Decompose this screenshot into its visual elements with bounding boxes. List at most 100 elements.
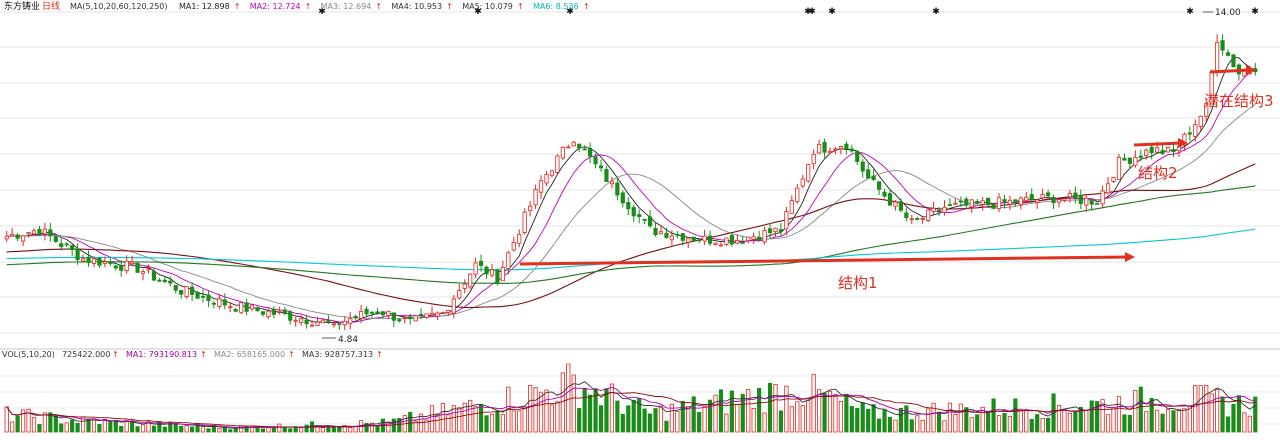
volume-bar: [735, 404, 740, 433]
volume-bar: [538, 391, 544, 433]
volume-bar: [468, 399, 473, 433]
candle-body: [811, 154, 816, 165]
candle-body: [315, 321, 320, 326]
candle-body: [440, 311, 445, 314]
volume-bar: [91, 419, 97, 433]
volume-bar: [190, 426, 195, 433]
volume-bar: [511, 410, 516, 433]
volume-bar: [740, 393, 745, 433]
volume-bar: [1165, 408, 1171, 433]
candle-body: [833, 148, 838, 151]
candle-body: [762, 230, 767, 243]
volume-value-3: MA3: 928757.313: [302, 350, 373, 359]
candle-body: [451, 298, 456, 314]
candle-body: [37, 228, 42, 235]
candle-body: [1100, 190, 1105, 205]
volume-bar: [353, 425, 358, 433]
event-marker: ✱: [1186, 7, 1194, 17]
structure2-label: 结构2: [1138, 164, 1178, 182]
candle-body: [146, 268, 151, 271]
candle-body: [478, 260, 484, 266]
volume-bar: [326, 426, 331, 433]
candle-body: [680, 233, 685, 241]
low-price-label: 4.84: [338, 335, 358, 345]
candle-body: [1220, 40, 1225, 51]
candle-body: [555, 155, 560, 173]
volume-bar: [1062, 408, 1067, 433]
volume-bar: [1122, 414, 1127, 433]
candle-body: [904, 212, 909, 219]
volume-bar: [1247, 415, 1252, 433]
candle-body: [969, 199, 974, 208]
volume-bar: [386, 421, 391, 433]
candle-body: [724, 237, 729, 245]
volume-bar: [1007, 415, 1013, 433]
candle-body: [59, 243, 64, 247]
volume-bar: [658, 405, 664, 433]
structure3-label: 潜在结构3: [1204, 92, 1274, 110]
candle-body: [1040, 194, 1045, 199]
volume-bar: [996, 415, 1002, 433]
ma-value-3: MA3: 12.694: [321, 2, 372, 11]
volume-bar: [751, 408, 756, 433]
candle-body: [397, 319, 402, 322]
volume-bar: [10, 421, 15, 433]
volume-bar: [244, 426, 249, 433]
volume-bar: [1046, 417, 1051, 433]
volume-bar: [642, 408, 647, 433]
ma-value-2: MA2: 12.724: [250, 2, 301, 11]
candle-body: [773, 227, 778, 232]
volume-bar: [697, 411, 702, 433]
candle-body: [299, 318, 304, 323]
volume-bar: [419, 413, 424, 433]
volume-bar: [1018, 408, 1023, 433]
volume-bar: [827, 390, 833, 433]
candle-body: [1111, 177, 1116, 182]
candle-body: [1084, 197, 1089, 206]
ma-trend-arrow: ↑: [446, 2, 453, 11]
candle-body: [1198, 116, 1203, 127]
volume-bar: [1040, 417, 1045, 433]
volume-bar: [549, 404, 555, 433]
volume-bar: [304, 424, 309, 433]
ma-line-ma1: [6, 56, 1256, 324]
volume-bar: [986, 412, 991, 433]
candle-body: [462, 283, 467, 289]
volume-ma-lines: [6, 381, 1256, 429]
volume-bar: [1105, 414, 1111, 433]
volume-bar: [375, 425, 380, 433]
candle-body: [473, 262, 478, 275]
volume-bar: [926, 408, 931, 433]
candle-body: [647, 216, 653, 227]
ma-value-6: MA6: 8.536: [533, 2, 579, 11]
volume-bar: [1209, 393, 1214, 433]
candle-body: [42, 228, 47, 235]
candle-body: [784, 211, 789, 230]
volume-bar: [909, 419, 914, 433]
candle-body: [669, 235, 674, 241]
volume-bar: [893, 419, 898, 433]
volume-bar: [789, 406, 794, 433]
volume-bar: [746, 389, 751, 433]
candle-body: [882, 191, 887, 197]
volume-bar: [849, 406, 854, 433]
candle-body: [1095, 202, 1100, 205]
structure2-arrow-shaft: [1133, 141, 1183, 147]
volume-bar: [626, 405, 631, 433]
volume-bar: [451, 405, 456, 433]
volume-bar: [413, 420, 418, 433]
candle-body: [697, 239, 702, 242]
volume-bar: [473, 406, 478, 433]
candle-body: [871, 175, 876, 180]
candle-body: [544, 174, 549, 184]
volume-bar: [817, 389, 822, 433]
candle-body: [609, 180, 615, 185]
volume-bar: [860, 402, 865, 433]
volume-bar: [288, 428, 293, 433]
volume-bar: [64, 422, 69, 433]
volume-bar: [936, 411, 942, 433]
volume-bar: [435, 413, 440, 433]
candle-body: [751, 236, 756, 240]
candle-body: [108, 261, 113, 264]
candle-body: [468, 273, 473, 288]
